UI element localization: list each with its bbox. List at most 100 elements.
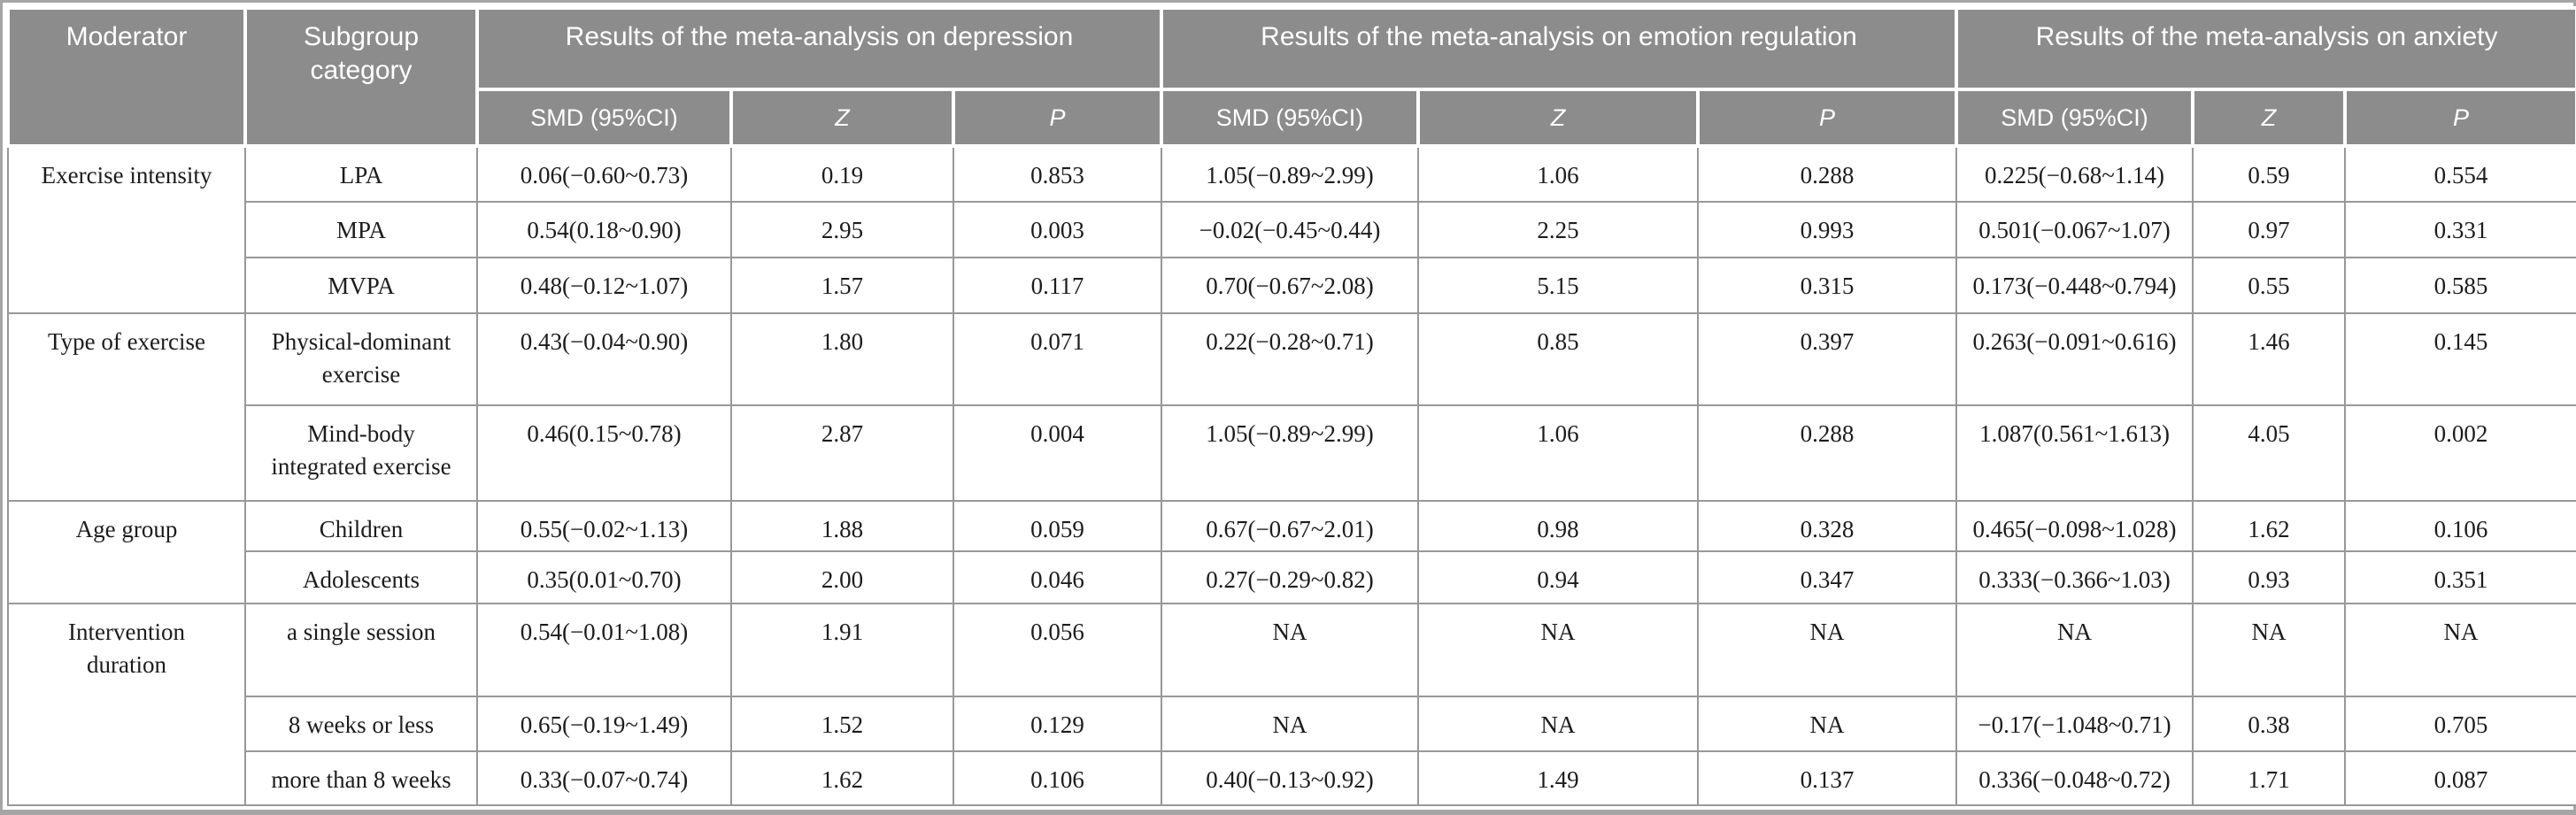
table-row: Type of exercise Physical-dominant exerc… xyxy=(7,312,2576,502)
dep-smd-cell: 0.33(−0.07~0.74) xyxy=(476,750,732,807)
er-z-cell: 0.85 xyxy=(1417,312,1699,407)
er-p-cell: 0.315 xyxy=(1696,257,1958,315)
er-z-cell: 2.25 xyxy=(1417,201,1699,259)
anx-p-cell: 0.145 xyxy=(2344,312,2576,407)
er-p-cell: 0.397 xyxy=(1696,312,1958,407)
header-row-subcolumns: SMD (95%CI) Z P SMD (95%CI) Z P SMD (95%… xyxy=(8,88,2576,148)
col-header-er-smd: SMD (95%CI) xyxy=(1160,88,1420,148)
er-z-cell: 0.94 xyxy=(1417,550,1699,604)
anx-p-cell: 0.705 xyxy=(2344,695,2576,752)
er-z-cell: 0.98 xyxy=(1417,499,1699,552)
table-row: more than 8 weeks 0.33(−0.07~0.74) 1.62 … xyxy=(8,750,2576,807)
group-header-anxiety: Results of the meta-analysis on anxiety xyxy=(1955,6,2576,91)
dep-z-cell: 1.57 xyxy=(730,257,954,315)
anx-p-cell: 0.002 xyxy=(2344,404,2576,502)
anx-z-cell: 0.93 xyxy=(2192,550,2347,604)
table-row: Adolescents 0.35(0.01~0.70) 2.00 0.046 0… xyxy=(8,550,2576,604)
col-header-anx-z: Z xyxy=(2191,88,2348,148)
moderator-cell: Intervention duration xyxy=(7,602,246,807)
anx-p-cell: NA xyxy=(2344,602,2576,697)
col-header-er-p: P xyxy=(1695,88,1959,148)
anx-p-cell: 0.106 xyxy=(2344,499,2576,552)
anx-smd-cell: 0.336(−0.048~0.72) xyxy=(1955,750,2194,807)
dep-p-cell: 0.071 xyxy=(953,312,1162,407)
anx-smd-cell: 0.465(−0.098~1.028) xyxy=(1955,499,2194,552)
table-row: Intervention duration a single session 0… xyxy=(7,602,2576,807)
table-row: Age group Children 0.55(−0.02~1.13) 1.88… xyxy=(7,499,2576,604)
dep-z-cell: 1.52 xyxy=(730,695,954,752)
moderator-cell: Age group xyxy=(7,499,246,604)
dep-z-cell: 1.80 xyxy=(730,312,954,407)
table-row: MVPA 0.48(−0.12~1.07) 1.57 0.117 0.70(−0… xyxy=(8,257,2576,315)
anx-z-cell: NA xyxy=(2192,602,2347,697)
dep-z-cell: 1.88 xyxy=(730,499,954,552)
anx-p-cell: 0.331 xyxy=(2344,201,2576,259)
col-header-dep-smd: SMD (95%CI) xyxy=(475,88,733,148)
dep-p-cell: 0.853 xyxy=(953,144,1162,204)
subgroup-cell: MPA xyxy=(244,201,478,259)
er-smd-cell: −0.02(−0.45~0.44) xyxy=(1161,201,1419,259)
anx-p-cell: 0.087 xyxy=(2344,750,2576,807)
er-smd-cell: 0.27(−0.29~0.82) xyxy=(1161,550,1419,604)
col-header-subgroup-category: Subgroup category xyxy=(243,6,479,148)
col-header-anx-p: P xyxy=(2343,88,2576,148)
anx-smd-cell: 0.225(−0.68~1.14) xyxy=(1955,144,2194,204)
dep-smd-cell: 0.46(0.15~0.78) xyxy=(476,404,732,502)
col-header-moderator: Moderator xyxy=(6,6,247,148)
er-smd-cell: 0.70(−0.67~2.08) xyxy=(1161,257,1419,315)
dep-p-cell: 0.046 xyxy=(953,550,1162,604)
subgroup-cell: LPA xyxy=(244,144,478,204)
dep-p-cell: 0.129 xyxy=(953,695,1162,752)
er-p-cell: NA xyxy=(1696,602,1958,697)
dep-z-cell: 2.00 xyxy=(730,550,954,604)
er-p-cell: 0.347 xyxy=(1696,550,1958,604)
table-row: Mind-body integrated exercise 0.46(0.15~… xyxy=(8,404,2576,502)
dep-smd-cell: 0.65(−0.19~1.49) xyxy=(476,695,732,752)
dep-smd-cell: 0.06(−0.60~0.73) xyxy=(476,144,732,204)
er-smd-cell: 0.22(−0.28~0.71) xyxy=(1161,312,1419,407)
anx-smd-cell: 0.263(−0.091~0.616) xyxy=(1955,312,2194,407)
er-smd-cell: NA xyxy=(1161,602,1419,697)
dep-z-cell: 2.95 xyxy=(730,201,954,259)
er-z-cell: 1.06 xyxy=(1417,144,1699,204)
dep-p-cell: 0.117 xyxy=(953,257,1162,315)
dep-smd-cell: 0.54(0.18~0.90) xyxy=(476,201,732,259)
anx-smd-cell: 0.173(−0.448~0.794) xyxy=(1955,257,2194,315)
dep-z-cell: 1.62 xyxy=(730,750,954,807)
er-p-cell: 0.328 xyxy=(1696,499,1958,552)
dep-p-cell: 0.003 xyxy=(953,201,1162,259)
anx-z-cell: 0.55 xyxy=(2192,257,2347,315)
subgroup-cell: Mind-body integrated exercise xyxy=(244,404,478,502)
er-p-cell: 0.137 xyxy=(1696,750,1958,807)
dep-p-cell: 0.106 xyxy=(953,750,1162,807)
dep-p-cell: 0.059 xyxy=(953,499,1162,552)
header-row-groups: Moderator Subgroup category Results of t… xyxy=(6,6,2576,148)
er-z-cell: NA xyxy=(1417,602,1699,697)
anx-z-cell: 0.38 xyxy=(2192,695,2347,752)
anx-z-cell: 1.71 xyxy=(2192,750,2347,807)
subgroup-cell: 8 weeks or less xyxy=(244,695,478,752)
anx-z-cell: 4.05 xyxy=(2192,404,2347,502)
moderator-cell: Type of exercise xyxy=(7,312,246,502)
er-smd-cell: 1.05(−0.89~2.99) xyxy=(1161,404,1419,502)
dep-z-cell: 0.19 xyxy=(730,144,954,204)
col-header-dep-p: P xyxy=(952,88,1163,148)
moderator-cell: Exercise intensity xyxy=(7,144,246,315)
col-header-er-z: Z xyxy=(1416,88,1700,148)
subgroup-cell: Physical-dominant exercise xyxy=(244,312,478,407)
anx-smd-cell: 0.333(−0.366~1.03) xyxy=(1955,550,2194,604)
dep-smd-cell: 0.48(−0.12~1.07) xyxy=(476,257,732,315)
er-z-cell: 1.49 xyxy=(1417,750,1699,807)
subgroup-cell: MVPA xyxy=(244,257,478,315)
anx-smd-cell: 1.087(0.561~1.613) xyxy=(1955,404,2194,502)
anx-p-cell: 0.585 xyxy=(2344,257,2576,315)
er-p-cell: NA xyxy=(1696,695,1958,752)
er-p-cell: 0.993 xyxy=(1696,201,1958,259)
dep-z-cell: 1.91 xyxy=(730,602,954,697)
table-row: MPA 0.54(0.18~0.90) 2.95 0.003 −0.02(−0.… xyxy=(8,201,2576,259)
dep-p-cell: 0.056 xyxy=(953,602,1162,697)
anx-z-cell: 1.46 xyxy=(2192,312,2347,407)
er-p-cell: 0.288 xyxy=(1696,404,1958,502)
anx-z-cell: 0.97 xyxy=(2192,201,2347,259)
